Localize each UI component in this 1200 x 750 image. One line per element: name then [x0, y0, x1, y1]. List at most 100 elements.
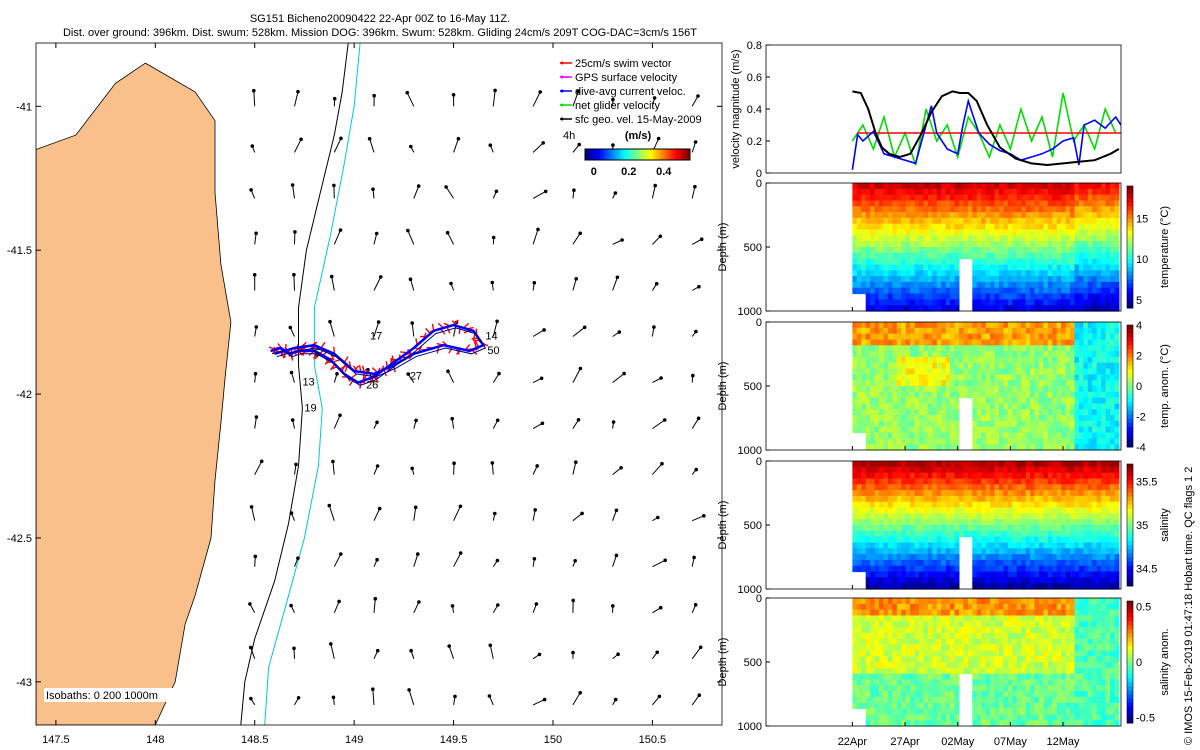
section-cell — [1105, 530, 1111, 538]
section-cell — [1012, 362, 1018, 370]
section-cell — [1074, 287, 1080, 295]
section-cell — [1087, 466, 1093, 474]
section-cell — [887, 577, 893, 584]
section-cell — [981, 293, 987, 300]
section-cell — [1114, 299, 1120, 306]
section-cell — [999, 241, 1004, 248]
section-cell — [1096, 386, 1102, 393]
section-cell — [910, 281, 916, 289]
section-cell — [879, 609, 884, 616]
section-cell — [1083, 252, 1089, 260]
section-cell — [945, 293, 951, 300]
section-cell — [1003, 351, 1009, 358]
section-cell — [923, 299, 929, 306]
section-cell — [1092, 235, 1098, 242]
section-cell — [1114, 305, 1120, 312]
section-cell — [1074, 507, 1080, 514]
section-cell — [963, 235, 969, 242]
section-cell — [1065, 258, 1071, 265]
section-cell — [874, 223, 880, 231]
section-cell — [1087, 351, 1093, 358]
section-cell — [919, 241, 924, 248]
section-cell — [896, 438, 902, 445]
section-cell — [1052, 519, 1058, 526]
section-cell — [1034, 188, 1040, 196]
current-vector-head — [580, 511, 584, 516]
colorbar-cell — [1127, 247, 1133, 252]
section-cell — [1030, 322, 1036, 329]
current-vector-head — [490, 280, 495, 285]
colorbar-cell — [617, 149, 621, 160]
section-cell — [1030, 380, 1036, 387]
section-cell — [1074, 368, 1080, 375]
section-cell — [879, 519, 884, 526]
section-cell — [976, 426, 982, 434]
section-cell — [910, 559, 916, 567]
colorbar-label: temp. anom. (°C) — [1159, 344, 1171, 428]
section-cell — [892, 559, 898, 567]
section-cell — [874, 293, 880, 300]
section-cell — [927, 235, 933, 242]
section-cell — [1087, 438, 1093, 445]
section-cell — [936, 200, 942, 207]
current-vector-head — [614, 553, 619, 558]
section-cell — [923, 351, 929, 358]
section-cell — [914, 571, 920, 578]
section-cell — [1078, 466, 1084, 474]
section-cell — [1003, 484, 1009, 491]
section-cell — [1105, 513, 1111, 520]
section-cell — [901, 206, 907, 213]
section-cell — [1096, 409, 1102, 416]
section-cell — [1025, 444, 1031, 451]
section-cell — [990, 501, 996, 509]
section-cell — [945, 362, 951, 370]
section-cell — [887, 356, 893, 364]
section-cell — [1030, 507, 1036, 514]
section-cell — [870, 362, 876, 370]
section-cell — [1052, 194, 1058, 201]
section-cell — [1043, 229, 1049, 236]
section-cell — [914, 299, 920, 306]
section-cell — [865, 362, 871, 370]
section-cell — [1078, 327, 1084, 335]
section-cell — [892, 525, 898, 532]
section-cell — [865, 548, 871, 555]
section-cell — [910, 536, 916, 543]
colorbar-tick-label: 5 — [1136, 295, 1142, 307]
section-cell — [870, 299, 876, 306]
section-cell — [941, 345, 947, 352]
section-cell — [852, 478, 858, 485]
section-cell — [1096, 490, 1102, 497]
section-cell — [1078, 426, 1084, 434]
section-cell — [1101, 351, 1107, 358]
section-cell — [1025, 501, 1031, 509]
section-cell — [972, 287, 978, 295]
section-cell — [1047, 536, 1053, 543]
section-cell — [981, 305, 987, 312]
section-cell — [990, 293, 996, 300]
section-cell — [1021, 305, 1027, 312]
section-cell — [1114, 374, 1120, 381]
section-cell — [1012, 386, 1018, 393]
section-cell — [852, 603, 858, 611]
section-cell — [1101, 258, 1107, 265]
section-cell — [1070, 466, 1075, 474]
section-cell — [1038, 461, 1044, 468]
section-cell — [927, 194, 933, 201]
section-cell — [990, 415, 996, 422]
section-cell — [896, 281, 902, 289]
section-cell — [1056, 478, 1062, 485]
section-cell — [910, 507, 916, 514]
section-cell — [856, 484, 862, 491]
section-cell — [976, 432, 982, 439]
section-cell — [954, 362, 960, 370]
section-cell — [981, 287, 987, 295]
section-cell — [919, 409, 924, 416]
current-vector-head — [339, 136, 343, 141]
section-cell — [883, 223, 889, 231]
section-cell — [1096, 212, 1102, 219]
section-cell — [896, 565, 902, 573]
section-cell — [999, 258, 1004, 265]
section-cell — [914, 432, 920, 439]
section-cell — [892, 438, 898, 445]
